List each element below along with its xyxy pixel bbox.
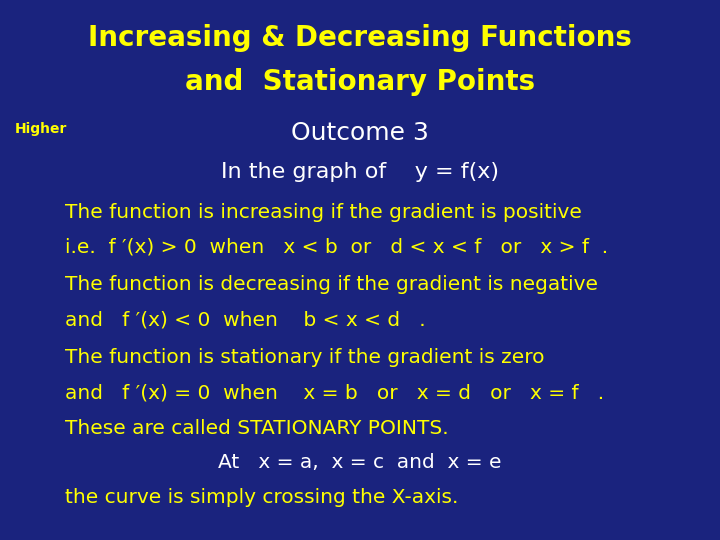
Text: The function is decreasing if the gradient is negative: The function is decreasing if the gradie…	[65, 275, 598, 294]
Text: In the graph of    y = f(x): In the graph of y = f(x)	[221, 162, 499, 182]
Text: i.e.  f ′(x) > 0  when   x < b  or   d < x < f   or   x > f  .: i.e. f ′(x) > 0 when x < b or d < x < f …	[65, 238, 608, 256]
Text: Increasing & Decreasing Functions: Increasing & Decreasing Functions	[88, 24, 632, 52]
Text: At   x = a,  x = c  and  x = e: At x = a, x = c and x = e	[218, 453, 502, 471]
Text: Outcome 3: Outcome 3	[291, 122, 429, 145]
Text: These are called STATIONARY POINTS.: These are called STATIONARY POINTS.	[65, 418, 449, 437]
Text: and   f ′(x) = 0  when    x = b   or   x = d   or   x = f   .: and f ′(x) = 0 when x = b or x = d or x …	[65, 383, 604, 402]
Text: The function is stationary if the gradient is zero: The function is stationary if the gradie…	[65, 348, 544, 367]
Text: Higher: Higher	[14, 122, 67, 136]
Text: and   f ′(x) < 0  when    b < x < d   .: and f ′(x) < 0 when b < x < d .	[65, 310, 426, 329]
Text: the curve is simply crossing the X-axis.: the curve is simply crossing the X-axis.	[65, 488, 458, 507]
Text: The function is increasing if the gradient is positive: The function is increasing if the gradie…	[65, 202, 582, 221]
Text: and  Stationary Points: and Stationary Points	[185, 68, 535, 96]
